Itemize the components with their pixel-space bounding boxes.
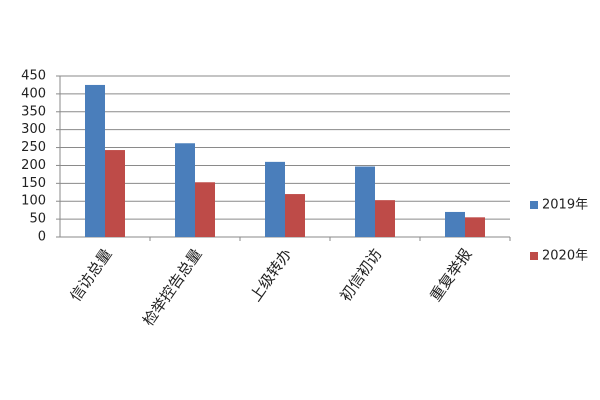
bar <box>105 150 125 237</box>
y-tick-label: 150 <box>21 176 46 191</box>
y-tick-label: 50 <box>29 212 46 227</box>
x-tick-label: 上级转办 <box>246 245 295 304</box>
legend-label: 2019年 <box>542 198 588 213</box>
y-tick-label: 200 <box>21 158 46 173</box>
legend-label: 2020年 <box>542 249 588 264</box>
y-tick-label: 350 <box>21 104 46 119</box>
y-tick-label: 300 <box>21 122 46 137</box>
y-tick-label: 0 <box>38 230 46 245</box>
x-tick-label: 初信初访 <box>336 245 385 304</box>
y-tick-label: 100 <box>21 194 46 209</box>
y-tick-label: 400 <box>21 86 46 101</box>
bar <box>265 161 285 237</box>
bar <box>465 217 485 237</box>
bar <box>175 143 195 237</box>
bar <box>445 211 465 237</box>
y-tick-label: 450 <box>21 69 46 84</box>
legend-swatch <box>530 201 538 209</box>
x-tick-label: 检举控告总量 <box>139 245 205 329</box>
x-tick-label: 信访总量 <box>66 245 115 304</box>
bar <box>375 200 395 237</box>
bar <box>85 84 105 237</box>
x-tick-label: 重复举报 <box>426 245 475 304</box>
bar <box>355 166 375 237</box>
bar <box>285 194 305 237</box>
legend-swatch <box>530 252 538 260</box>
bar <box>195 182 215 237</box>
y-tick-label: 250 <box>21 140 46 155</box>
